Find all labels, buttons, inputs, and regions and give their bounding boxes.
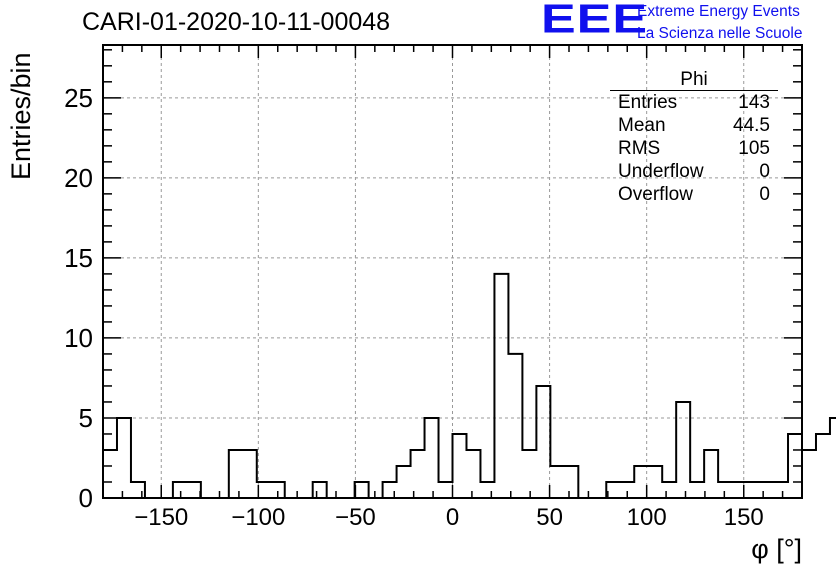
run-title: CARI-01-2020-10-11-00048 [82, 8, 391, 36]
tick-labels: −150 −100 −50 0 50 100 150 0 5 10 15 20 25 [64, 83, 764, 531]
logo-caption-line2: La Scienza nelle Scuole [637, 25, 803, 42]
histogram-outline [103, 272, 836, 499]
stat-row-entries: Entries 143 [610, 91, 778, 114]
x-tick-label: 150 [724, 504, 764, 531]
logo-caption-line1: Extreme Energy Events [637, 3, 800, 20]
stat-value: 0 [759, 184, 770, 205]
axis-ticks [103, 45, 802, 499]
x-tick-label: −50 [335, 504, 376, 531]
stat-label: Entries [618, 92, 678, 113]
stat-row-rms: RMS 105 [610, 137, 778, 160]
y-tick-label: 20 [64, 163, 93, 193]
stat-value: 143 [738, 92, 770, 113]
stat-label: Mean [618, 115, 666, 136]
stat-value: 0 [759, 161, 770, 182]
y-tick-label: 15 [64, 243, 93, 273]
stat-value: 105 [738, 138, 770, 159]
eee-logo: EEE [541, 0, 649, 43]
x-tick-label: 50 [536, 504, 563, 531]
y-tick-label: 5 [79, 403, 93, 433]
stat-row-mean: Mean 44.5 [610, 114, 778, 137]
y-tick-label: 0 [79, 483, 93, 513]
stat-label: Overflow [618, 184, 693, 205]
x-tick-label: −100 [231, 504, 285, 531]
y-axis-label: Entries/bin [6, 52, 36, 180]
stats-title: Phi [610, 70, 778, 91]
y-tick-label: 10 [64, 323, 93, 353]
x-tick-label: −150 [134, 504, 188, 531]
stats-box: Phi Entries 143 Mean 44.5 RMS 105 Underf… [610, 70, 778, 206]
stat-row-underflow: Underflow 0 [610, 160, 778, 183]
x-tick-label: 100 [627, 504, 667, 531]
stat-row-overflow: Overflow 0 [610, 183, 778, 206]
stat-label: Underflow [618, 161, 704, 182]
stat-label: RMS [618, 138, 661, 159]
grid-lines [103, 45, 802, 498]
y-tick-label: 25 [64, 83, 93, 113]
stat-value: 44.5 [733, 115, 770, 136]
x-tick-label: 0 [446, 504, 459, 531]
x-axis-label: φ [°] [751, 534, 802, 564]
